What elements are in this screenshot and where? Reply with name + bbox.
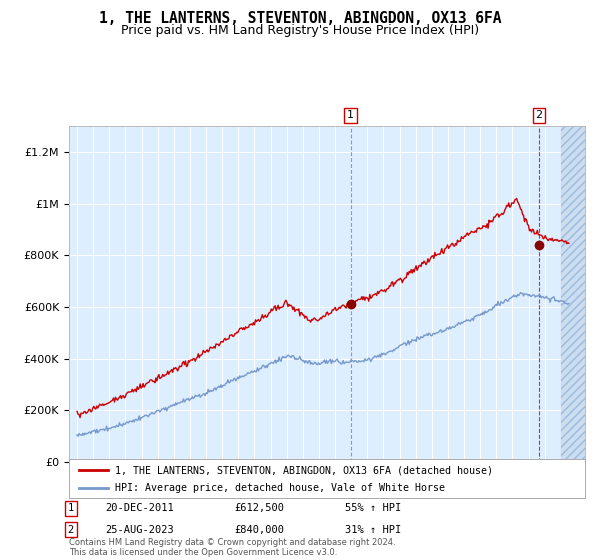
Text: 1: 1 [68, 503, 74, 514]
Bar [561, 126, 585, 462]
Text: 25-AUG-2023: 25-AUG-2023 [105, 525, 174, 535]
Text: 1, THE LANTERNS, STEVENTON, ABINGDON, OX13 6FA: 1, THE LANTERNS, STEVENTON, ABINGDON, OX… [99, 11, 501, 26]
Text: 1, THE LANTERNS, STEVENTON, ABINGDON, OX13 6FA (detached house): 1, THE LANTERNS, STEVENTON, ABINGDON, OX… [115, 465, 493, 475]
Text: £612,500: £612,500 [234, 503, 284, 514]
Text: Price paid vs. HM Land Registry's House Price Index (HPI): Price paid vs. HM Land Registry's House … [121, 24, 479, 37]
Text: 1: 1 [347, 110, 354, 120]
Text: £840,000: £840,000 [234, 525, 284, 535]
Text: 55% ↑ HPI: 55% ↑ HPI [345, 503, 401, 514]
Text: HPI: Average price, detached house, Vale of White Horse: HPI: Average price, detached house, Vale… [115, 483, 445, 493]
Text: 20-DEC-2011: 20-DEC-2011 [105, 503, 174, 514]
Text: Contains HM Land Registry data © Crown copyright and database right 2024.
This d: Contains HM Land Registry data © Crown c… [69, 538, 395, 557]
Bar [561, 126, 585, 462]
Text: 31% ↑ HPI: 31% ↑ HPI [345, 525, 401, 535]
Text: 2: 2 [68, 525, 74, 535]
Text: 2: 2 [535, 110, 542, 120]
